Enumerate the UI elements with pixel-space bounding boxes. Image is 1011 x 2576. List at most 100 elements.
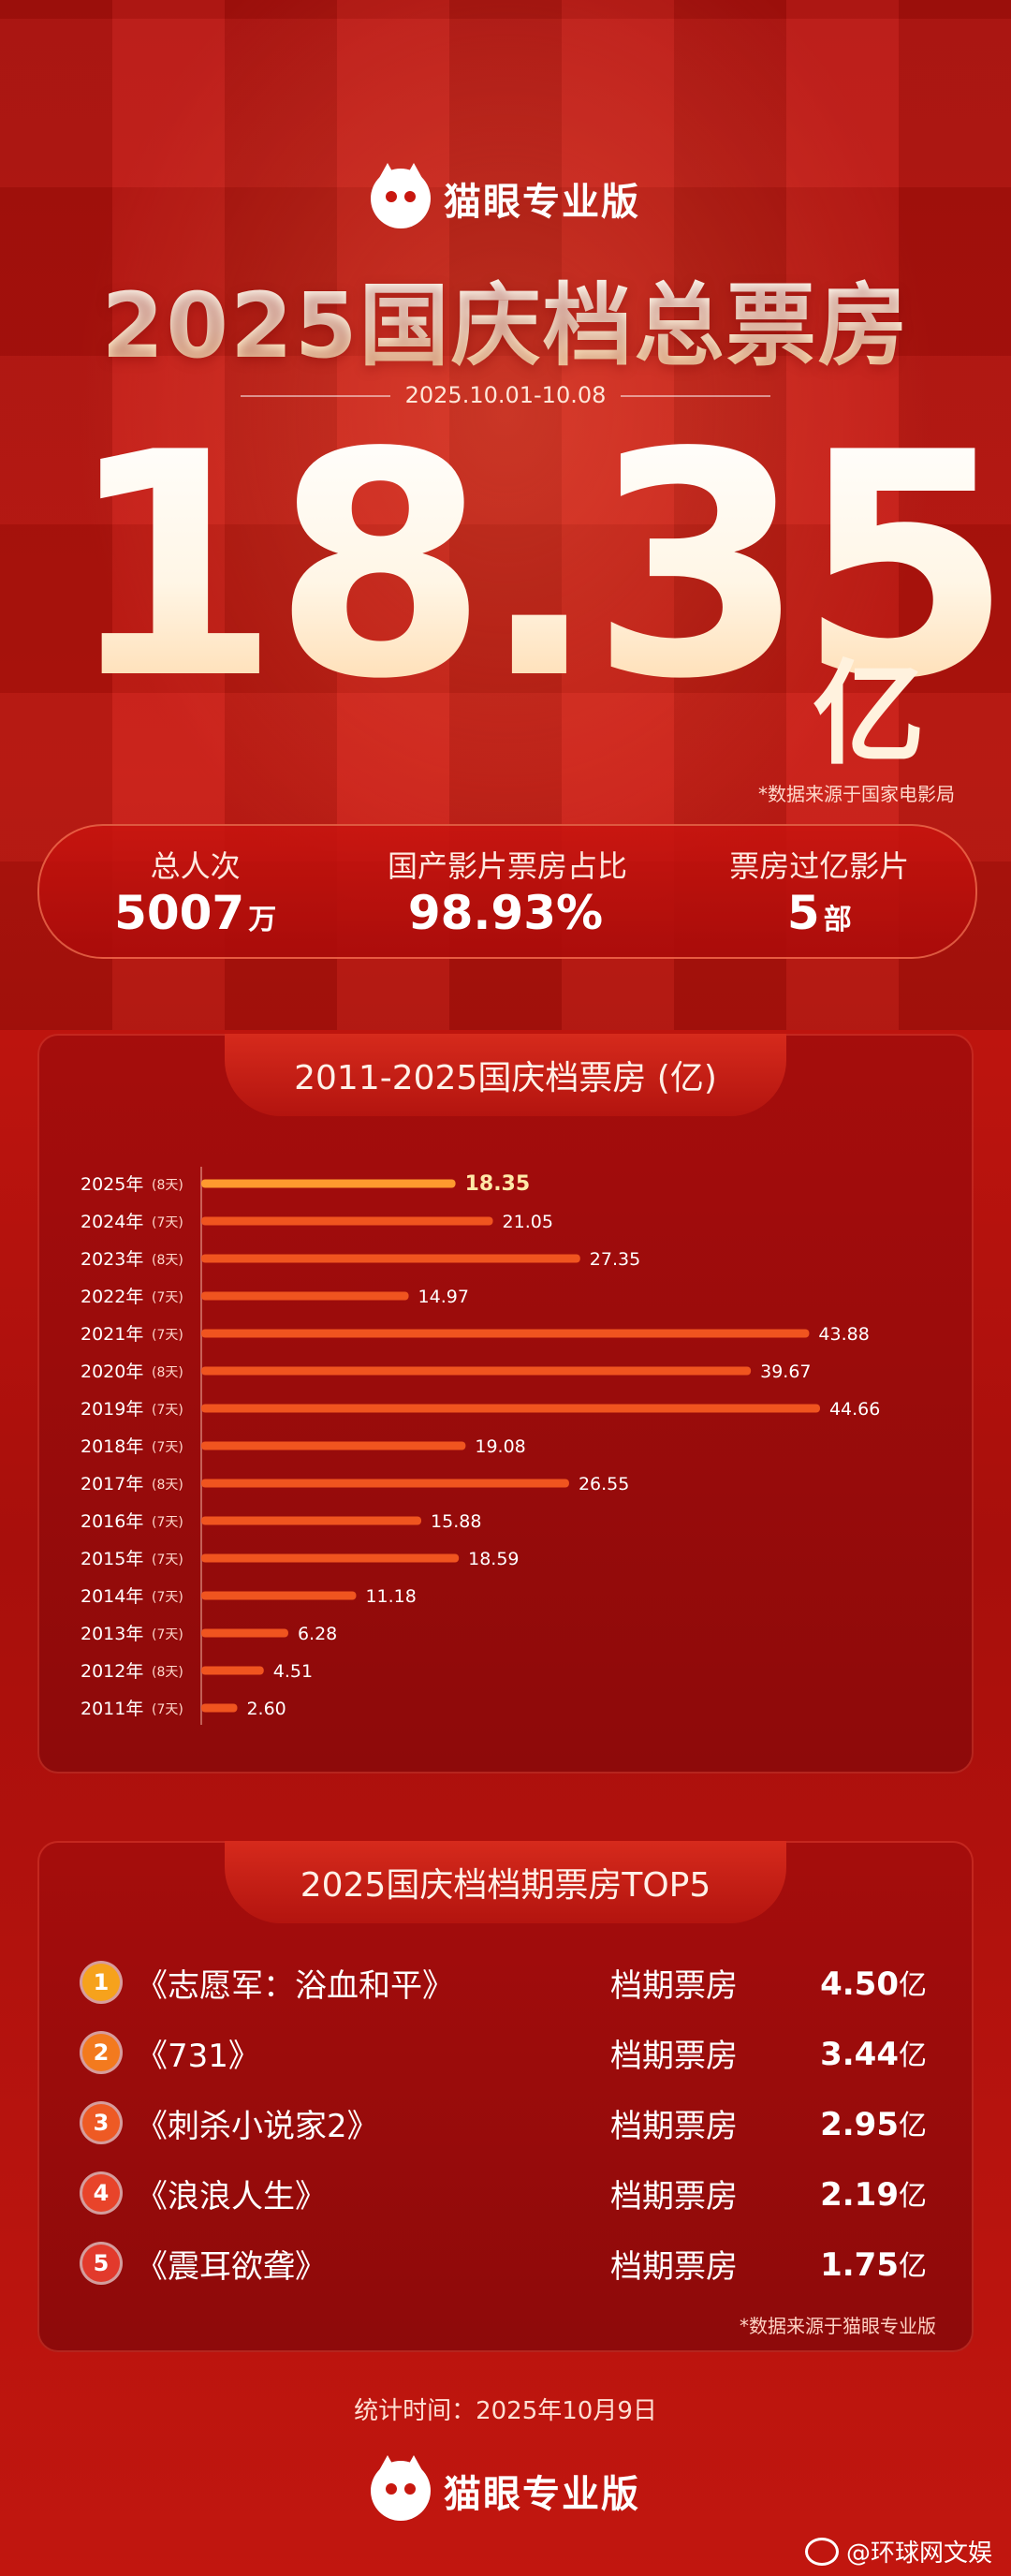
page-title: 2025国庆档总票房 [0, 253, 1011, 383]
days-label: (8天) [152, 1253, 183, 1268]
top5-row: 5 《震耳欲聋》 档期票房 1.75亿 [37, 2230, 974, 2297]
rank-badge: 3 [82, 2104, 120, 2142]
value-label: 43.88 [818, 1324, 869, 1345]
days-label: (7天) [152, 1590, 183, 1605]
year-label: 2020年 [81, 1362, 143, 1382]
days-label: (7天) [152, 1440, 183, 1455]
history-bar-chart: 2025年 (8天) 18.35 2024年 (7天) 21.05 2023年 (8天) 27.… [81, 1167, 880, 1725]
bar-2012年 [201, 1666, 264, 1675]
value-label: 11.18 [365, 1586, 416, 1607]
stat-label: 票房过亿影片 [729, 848, 910, 884]
days-label: (7天) [152, 1627, 183, 1642]
watermark-text: @环球网文娱 [845, 2539, 992, 2568]
year-label: 2012年 [81, 1661, 143, 1682]
bar-2021年 [201, 1329, 810, 1338]
year-label: 2018年 [81, 1436, 143, 1457]
stat-value: 98.93% [407, 886, 604, 940]
rank-badge: 4 [82, 2174, 120, 2212]
top5-row: 2 《731》 档期票房 3.44亿 [37, 2019, 974, 2086]
year-label: 2013年 [81, 1624, 143, 1644]
top5-row: 1 《志愿军：浴血和平》 档期票房 4.50亿 [37, 1949, 974, 2016]
bar-2024年 [201, 1216, 493, 1226]
stat-label: 国产影片票房占比 [387, 848, 627, 884]
days-label: (8天) [152, 1178, 183, 1193]
cat-logo-icon [371, 163, 431, 228]
bar-2014年 [201, 1591, 357, 1600]
days-label: (7天) [152, 1215, 183, 1230]
top5-panel: 2025国庆档档期票房TOP5 1 《志愿军：浴血和平》 档期票房 4.50亿 2 《73… [37, 1841, 974, 2352]
top5-title: 2025国庆档档期票房TOP5 [225, 1841, 786, 1923]
days-label: (8天) [152, 1665, 183, 1680]
total-box-office-value: 18.35 [66, 387, 1011, 746]
value-label: 15.88 [431, 1511, 481, 1532]
bar-2025年 [201, 1179, 456, 1188]
film-title: 《震耳欲聋》 [136, 2247, 327, 2286]
value-label: 26.55 [579, 1474, 629, 1494]
value-label: 21.05 [503, 1212, 553, 1232]
year-label: 2022年 [81, 1287, 143, 1307]
value-label: 18.35 [465, 1172, 531, 1196]
stat-unit: 部 [823, 904, 852, 936]
stat-label: 总人次 [150, 848, 241, 884]
stat-value: 5007 [114, 886, 245, 940]
bar-2017年 [201, 1479, 569, 1488]
stat-admissions: 总人次 5007 万 [55, 843, 336, 940]
year-label: 2017年 [81, 1474, 143, 1494]
total-box-office-unit: 亿 [813, 650, 925, 780]
stat-unit: 万 [248, 904, 277, 936]
year-label: 2019年 [81, 1399, 143, 1420]
year-label: 2021年 [81, 1324, 143, 1345]
days-label: (7天) [152, 1328, 183, 1343]
top5-row: 3 《刺杀小说家2》 档期票房 2.95亿 [37, 2089, 974, 2156]
days-label: (8天) [152, 1478, 183, 1493]
source-note-maoyan: *数据来源于猫眼专业版 [740, 2315, 936, 2337]
days-label: (7天) [152, 1403, 183, 1418]
days-label: (7天) [152, 1515, 183, 1530]
year-label: 2023年 [81, 1249, 143, 1270]
statistics-time: 统计时间：2025年10月9日 [354, 2397, 657, 2425]
year-label: 2016年 [81, 1511, 143, 1532]
top5-row: 4 《浪浪人生》 档期票房 2.19亿 [37, 2159, 974, 2227]
bar-2016年 [201, 1516, 422, 1525]
bar-2020年 [201, 1366, 752, 1376]
year-label: 2024年 [81, 1212, 143, 1232]
year-label: 2015年 [81, 1549, 143, 1569]
film-gross: 3.44亿 [820, 2036, 927, 2073]
stat-domestic-share: 国产影片票房占比 98.93% [367, 843, 648, 940]
brand-logo-top: 猫眼专业版 [0, 163, 1011, 228]
bar-2013年 [201, 1628, 288, 1638]
brand-name: 猫眼专业版 [444, 181, 640, 224]
bar-2018年 [201, 1441, 466, 1450]
value-label: 14.97 [418, 1287, 469, 1307]
value-label: 4.51 [273, 1661, 313, 1682]
days-label: (7天) [152, 1702, 183, 1717]
days-label: (8天) [152, 1365, 183, 1380]
year-label: 2025年 [81, 1174, 143, 1195]
days-label: (7天) [152, 1553, 183, 1568]
rank-badge: 2 [82, 2034, 120, 2071]
date-range: 2025.10.01-10.08 [0, 382, 1011, 408]
value-label: 27.35 [590, 1249, 640, 1270]
film-title: 《浪浪人生》 [136, 2177, 327, 2215]
gross-label: 档期票房 [610, 2247, 738, 2286]
gross-label: 档期票房 [610, 2037, 738, 2075]
film-gross: 1.75亿 [820, 2246, 927, 2284]
cat-logo-icon [371, 2455, 431, 2521]
film-gross: 2.19亿 [820, 2176, 927, 2214]
bar-2022年 [201, 1291, 409, 1301]
film-title: 《731》 [136, 2037, 260, 2075]
year-label: 2011年 [81, 1699, 143, 1719]
value-label: 2.60 [246, 1699, 286, 1719]
history-chart-panel: 2011-2025国庆档票房 (亿) 2025年 (8天) 18.35 2024年 (7… [37, 1034, 974, 1774]
weibo-icon [804, 2537, 839, 2566]
brand-name: 猫眼专业版 [444, 2473, 640, 2516]
chart-title: 2011-2025国庆档票房 (亿) [225, 1034, 786, 1116]
value-label: 18.59 [468, 1549, 519, 1569]
bar-2019年 [201, 1404, 820, 1413]
bar-2011年 [201, 1703, 238, 1713]
days-label: (7天) [152, 1290, 183, 1305]
value-label: 6.28 [298, 1624, 337, 1644]
gross-label: 档期票房 [610, 2177, 738, 2215]
